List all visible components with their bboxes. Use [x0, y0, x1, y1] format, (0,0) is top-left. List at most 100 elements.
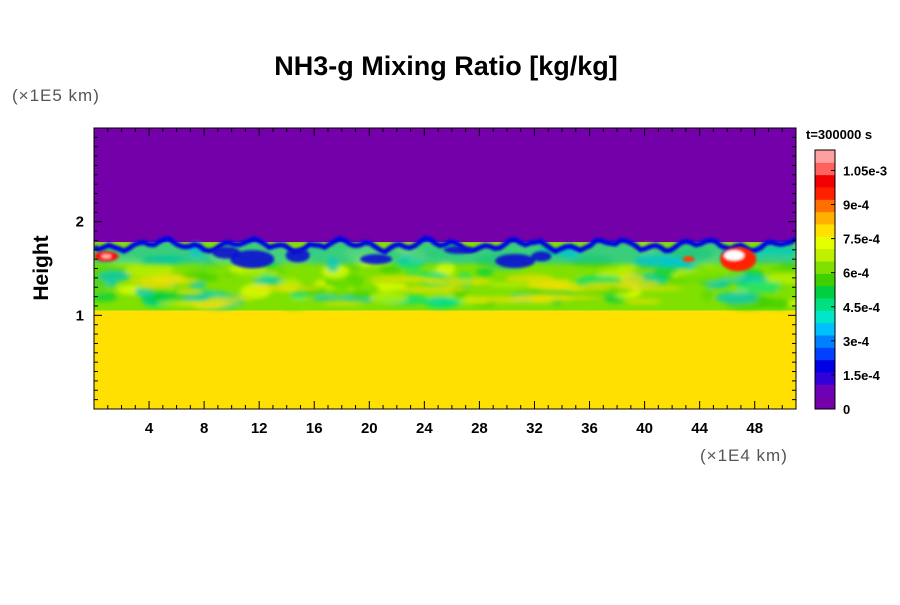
warm-band	[321, 301, 366, 306]
warm-band	[175, 301, 242, 307]
warm-band	[204, 295, 253, 302]
y-axis: 12	[76, 136, 796, 401]
x-tick-label: 16	[306, 420, 323, 437]
region-upper-layer	[94, 128, 796, 243]
x-axis: 4 8 12 16 20 24 28 32 36 40 44 48	[107, 128, 783, 437]
warm-band	[128, 276, 200, 285]
warm-band	[619, 273, 645, 282]
colorbar-swatch	[815, 310, 835, 324]
x-tick-label: 44	[691, 420, 708, 437]
texture-blob	[788, 299, 796, 307]
blue-pocket	[212, 246, 241, 259]
texture-blob	[378, 264, 402, 274]
blue-pocket	[360, 254, 393, 265]
y-tick-label: 1	[76, 307, 84, 324]
colorbar-swatch	[815, 347, 835, 361]
texture-blob	[265, 267, 284, 272]
warm-band	[175, 288, 204, 296]
colorbar-swatch	[815, 298, 835, 311]
texture-blob	[557, 270, 581, 278]
texture-blob	[124, 262, 174, 278]
x-tick-label: 8	[200, 420, 208, 437]
chart-title: NH3-g Mixing Ratio [kg/kg]	[274, 51, 618, 81]
texture-blob	[260, 274, 276, 280]
texture-blob	[94, 279, 109, 294]
texture-blob	[279, 264, 316, 275]
colorbar: 0 1.5e-4 3e-4 4.5e-4 6e-4 7.5e-4 9e-4 1.05e-3	[814, 149, 887, 417]
texture-blob	[94, 291, 118, 302]
texture-blob	[436, 261, 456, 277]
texture-blob	[488, 282, 529, 288]
texture-blob	[289, 291, 308, 300]
texture-blob	[706, 281, 730, 289]
colorbar-swatch	[815, 359, 835, 373]
warm-band	[625, 298, 662, 305]
hot-spot-right-core	[724, 250, 745, 261]
blue-pocket	[495, 254, 536, 269]
x-tick-label: 32	[526, 420, 543, 437]
texture-blob	[326, 287, 354, 299]
x-tick-label: 24	[416, 420, 433, 437]
colorbar-swatch	[815, 384, 835, 398]
colorbar-swatch	[815, 236, 835, 250]
warm-band	[531, 295, 603, 301]
colorbar-swatch	[815, 174, 835, 188]
colorbar-swatch	[815, 396, 835, 410]
texture-blob	[734, 281, 786, 294]
colorbar-tick-label: 1.05e-3	[843, 163, 887, 178]
warm-band	[615, 286, 683, 291]
x-tick-label: 12	[251, 420, 268, 437]
region-lower-layer	[94, 310, 796, 409]
blue-pockets	[212, 245, 747, 269]
colorbar-swatch	[815, 273, 835, 287]
texture-blob	[277, 297, 310, 311]
heatmap-field	[94, 128, 796, 409]
y-tick-label: 2	[76, 214, 84, 231]
colorbar-swatch	[815, 150, 835, 163]
texture-blob	[769, 265, 793, 273]
colorbar-swatch	[815, 187, 835, 200]
colorbar-tick-label: 7.5e-4	[843, 232, 881, 247]
warm-band	[618, 279, 662, 287]
warm-band	[368, 275, 444, 283]
colorbar-swatch	[815, 372, 835, 385]
colorbar-swatch	[815, 322, 835, 336]
boundary-blue	[94, 235, 796, 256]
texture-blob	[701, 287, 714, 302]
colorbar-tick-label: 4.5e-4	[843, 300, 881, 315]
texture-blob	[715, 291, 759, 304]
warm-band	[525, 283, 587, 289]
hot-spot-small	[682, 256, 695, 263]
colorbar-swatch	[815, 285, 835, 299]
hot-spots	[94, 247, 757, 272]
texture-blob	[777, 282, 792, 296]
warm-band	[542, 279, 570, 286]
x-tick-label: 36	[581, 420, 598, 437]
colorbar-tick-label: 9e-4	[843, 198, 870, 213]
time-label: t=300000 s	[806, 127, 872, 142]
y-axis-label: Height	[30, 235, 53, 300]
colorbar-tick-label: 3e-4	[843, 334, 870, 349]
texture-blob	[676, 271, 725, 283]
texture-blob	[475, 267, 494, 277]
warm-band	[398, 286, 469, 293]
blue-pocket	[531, 251, 552, 262]
colorbar-swatch	[815, 335, 835, 348]
texture-blob	[756, 298, 788, 309]
texture-blob	[228, 265, 246, 274]
x-tick-label: 4	[145, 420, 154, 437]
texture-blob	[369, 291, 407, 304]
colorbar-tick-label: 0	[843, 402, 850, 417]
texture-blob	[617, 264, 636, 271]
blue-pocket	[443, 245, 474, 254]
colorbar-swatch	[815, 211, 835, 225]
colorbar-swatch	[815, 224, 835, 237]
warm-bands	[128, 273, 683, 310]
y-unit-label: (×1E5 km)	[12, 86, 100, 105]
texture-blob	[252, 277, 288, 286]
texture-blob	[98, 270, 131, 282]
x-tick-label: 48	[746, 420, 763, 437]
hot-spot-left-core	[101, 254, 112, 259]
